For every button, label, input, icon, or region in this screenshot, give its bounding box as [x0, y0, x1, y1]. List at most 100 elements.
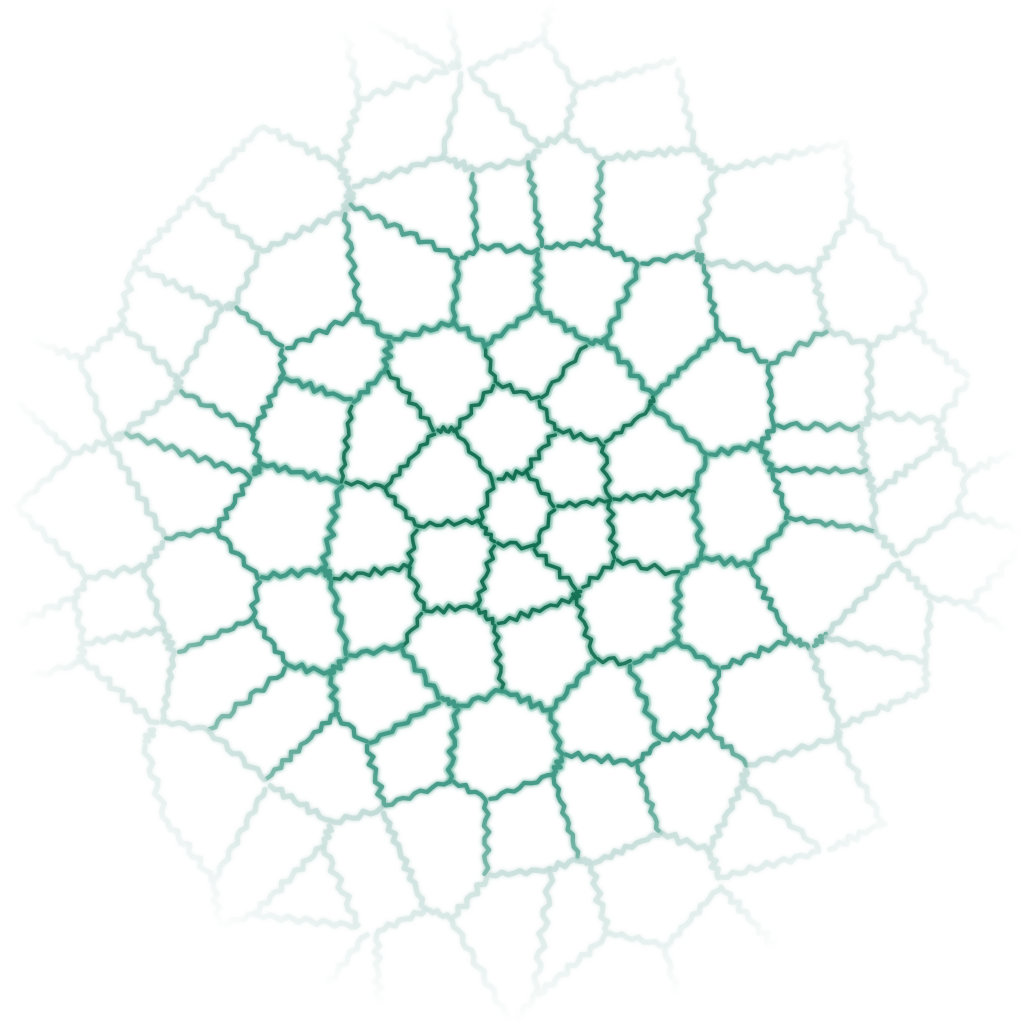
crack-line	[671, 576, 683, 645]
crack-line	[675, 67, 700, 153]
crack-line	[342, 5, 448, 71]
crack-line	[16, 506, 89, 581]
crack-line	[607, 930, 669, 949]
crack-line	[212, 786, 268, 882]
crack-line	[141, 566, 167, 633]
crack-line	[873, 529, 899, 559]
crack-line	[337, 7, 361, 101]
crack-line	[487, 865, 553, 879]
crack-line	[703, 555, 753, 568]
crack-line	[288, 662, 333, 676]
crack-line	[264, 711, 340, 781]
crack-line	[662, 947, 687, 1021]
crack-line	[252, 376, 285, 433]
crack-line	[179, 307, 225, 377]
crack-line	[219, 911, 257, 929]
crack-line	[337, 162, 352, 190]
crack-line	[706, 668, 721, 732]
crack-line	[839, 687, 929, 729]
crack-line	[359, 68, 450, 102]
crack-line	[358, 313, 393, 340]
crack-line	[562, 87, 579, 137]
crack-line	[479, 243, 541, 255]
crack-line	[194, 196, 262, 251]
crack-line	[210, 879, 223, 929]
crack-line	[496, 594, 576, 626]
crack-line	[954, 472, 972, 517]
crack-line	[131, 194, 196, 265]
crack-line	[588, 863, 611, 937]
crack-line	[427, 907, 453, 922]
crack-line	[703, 258, 817, 275]
crack-line	[635, 764, 664, 836]
crack-line	[259, 461, 340, 485]
crack-line	[551, 755, 564, 776]
crack-line	[124, 431, 252, 479]
crack-line	[223, 301, 237, 312]
crack-line	[337, 99, 362, 166]
crack-line	[381, 339, 394, 372]
crack-line	[691, 455, 708, 492]
crack-line	[339, 404, 354, 484]
crack-line	[384, 432, 437, 488]
crack-line	[574, 596, 598, 660]
crack-line	[660, 728, 713, 743]
crack-line	[406, 528, 419, 568]
crack-line	[693, 171, 719, 257]
crack-line	[320, 823, 335, 849]
crack-line	[536, 933, 607, 998]
crack-line	[556, 428, 603, 447]
crack-line	[524, 433, 557, 473]
crack-line	[195, 124, 266, 193]
crack-line	[322, 568, 333, 581]
crack-line	[471, 157, 529, 174]
crack-line	[596, 242, 640, 266]
crack-line	[539, 344, 588, 400]
crack-line	[259, 205, 348, 254]
crack-line	[496, 469, 529, 481]
crack-line	[599, 444, 613, 500]
crack-line	[791, 637, 811, 651]
crack-line	[544, 238, 601, 251]
crack-line	[694, 148, 719, 171]
crack-line	[344, 480, 388, 491]
crack-line	[212, 475, 253, 533]
crack-line	[768, 329, 830, 366]
crack-line	[277, 347, 288, 381]
crack-line	[172, 375, 184, 393]
crack-line	[283, 376, 354, 402]
crack-line	[400, 611, 424, 648]
crack-line	[865, 471, 877, 493]
crack-line	[83, 659, 160, 725]
crack-line	[647, 395, 656, 408]
crack-line	[163, 718, 213, 735]
crack-line	[251, 464, 262, 477]
crack-line	[165, 820, 214, 883]
crack-line	[747, 733, 840, 768]
crack-line	[320, 484, 345, 573]
crack-line	[720, 635, 792, 670]
crack-line	[701, 263, 723, 336]
crack-line	[604, 406, 651, 444]
crack-line	[539, 132, 570, 148]
crack-line	[251, 844, 326, 917]
crack-line	[827, 327, 873, 350]
crack-line	[141, 743, 171, 825]
crack-line	[679, 556, 705, 576]
crack-line	[537, 399, 557, 432]
crack-line	[604, 339, 656, 397]
crack-line	[375, 906, 429, 934]
crack-line	[694, 252, 705, 265]
crack-line	[468, 70, 541, 149]
crack-line	[467, 35, 545, 72]
crack-line	[526, 160, 544, 249]
crack-line	[603, 263, 640, 340]
crack-line	[632, 640, 677, 666]
crack-line	[842, 143, 856, 213]
crack-line	[836, 738, 888, 827]
crack-line	[436, 425, 456, 434]
crack-line	[368, 701, 441, 745]
crack-line	[371, 931, 385, 1021]
crack-line	[758, 444, 775, 473]
